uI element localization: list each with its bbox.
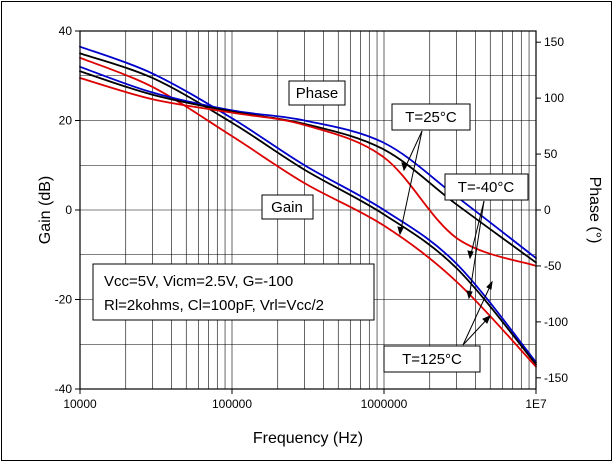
conditions-line-1: Vcc=5V, Vicm=2.5V, G=-100 — [104, 273, 293, 290]
arrowhead-tm40-gain — [466, 290, 473, 300]
t125-label: T=125°C — [402, 351, 462, 368]
conditions-box — [92, 263, 375, 321]
y-tick-label: 40 — [59, 24, 73, 38]
arrowhead-t25-gain — [397, 226, 404, 236]
arrows — [397, 130, 493, 346]
y-tick-label: -20 — [55, 293, 73, 307]
gain-curve-t-25-c — [79, 52, 537, 366]
y2-tick-label: -50 — [544, 259, 562, 273]
x-tick-label: 100000 — [212, 397, 252, 411]
y2-tick-label: 100 — [544, 91, 564, 105]
t125-label-box — [383, 345, 481, 373]
arrow-tm40-gain — [468, 200, 485, 299]
x-tick-label: 10000 — [63, 397, 97, 411]
tick-layer: 10000 100000 1000000 1E7 -40 -20 0 20 40 -150 -100… — [55, 24, 569, 411]
phase-curve-t-125-c — [79, 77, 537, 267]
arrowhead-t125-phase — [486, 280, 493, 290]
y-tick-label: -40 — [55, 382, 73, 396]
y2-tick-label: 150 — [544, 35, 564, 49]
t25-label: T=25°C — [405, 109, 457, 126]
phase-label: Phase — [296, 85, 339, 102]
y2-tick-label: 0 — [544, 203, 551, 217]
y-axis-title: Gain (dB) — [37, 176, 54, 244]
x-axis-title: Frequency (Hz) — [253, 430, 363, 447]
y-tick-label: 20 — [59, 114, 73, 128]
t25-label-box — [391, 103, 471, 131]
y2-axis-title: Phase (°) — [586, 177, 603, 244]
conditions-line-2: Rl=2kohms, Cl=100pF, Vrl=Vcc/2 — [104, 297, 324, 314]
y-tick-label: 0 — [65, 203, 72, 217]
tm40-label-box — [444, 173, 529, 201]
phase-curve-t-25-c — [79, 70, 537, 264]
arrowhead-tm40-phase — [467, 250, 474, 260]
y2-tick-label: -100 — [544, 315, 568, 329]
x-tick-label: 1000000 — [361, 397, 408, 411]
y2-tick-label: -150 — [544, 371, 568, 385]
y2-tick-label: 50 — [544, 147, 558, 161]
gain-curve-t-125-c — [79, 56, 537, 368]
gain-curve-t-40-c — [79, 45, 537, 364]
arrow-tm40-phase — [469, 200, 485, 259]
arrow-t25-phase — [403, 130, 423, 171]
phase-label-box — [288, 80, 346, 106]
arrowhead-t125-gain — [482, 315, 491, 324]
arrow-t125-phase — [462, 281, 493, 346]
arrow-t25-gain — [399, 130, 423, 235]
gain-label: Gain — [271, 199, 303, 216]
tm40-label: T=-40°C — [458, 179, 515, 196]
gain-label-box — [261, 194, 314, 220]
x-tick-label: 1E7 — [525, 397, 547, 411]
arrowhead-t25-phase — [401, 162, 408, 172]
